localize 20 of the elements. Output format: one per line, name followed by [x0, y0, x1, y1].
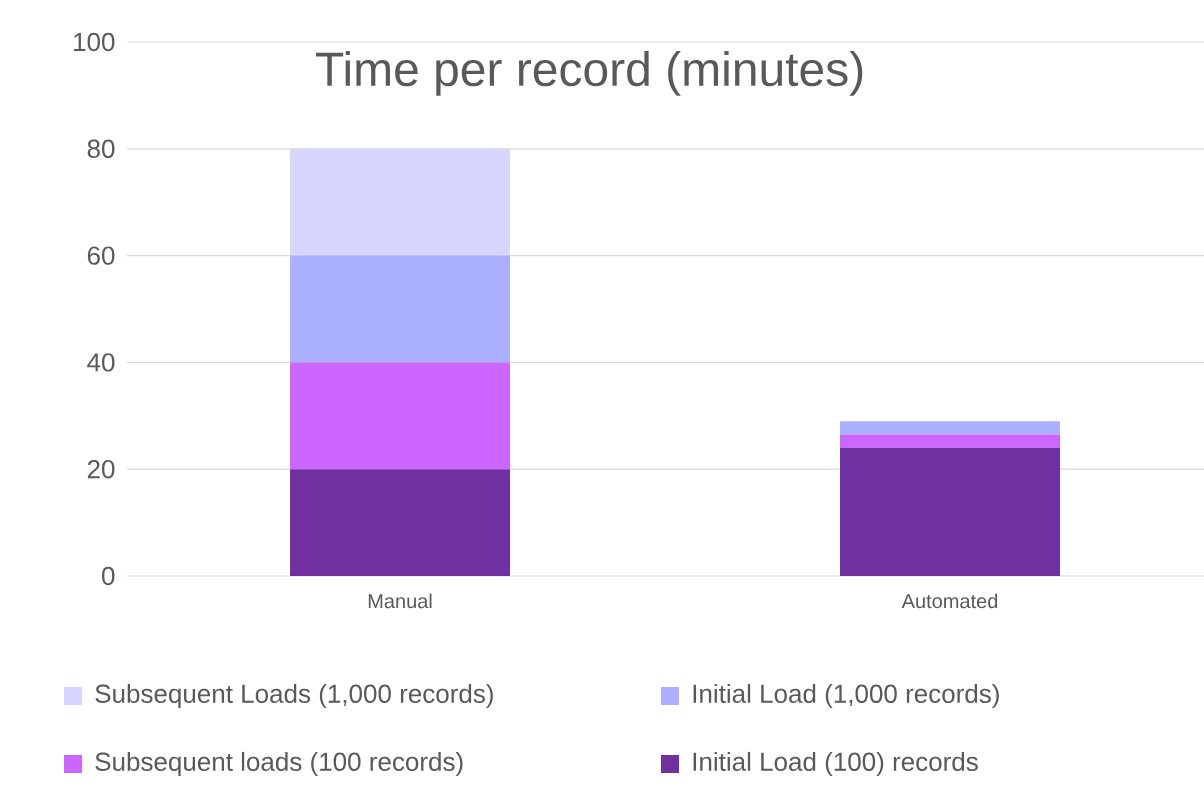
y-tick-label: 0: [102, 566, 115, 586]
chart-title: Time per record (minutes): [316, 51, 863, 96]
legend-label: Initial Load (100) records: [693, 751, 978, 777]
legend-label: Subsequent Loads (1,000 records): [95, 683, 493, 709]
bar: [290, 148, 511, 256]
bar: [840, 434, 1061, 448]
bar: [290, 362, 511, 470]
y-tick-label: 20: [87, 459, 115, 479]
bar: [840, 447, 1061, 576]
legend-label: Subsequent loads (100 records): [95, 751, 463, 777]
y-tick-label: 60: [87, 246, 115, 265]
legend-label: Initial Load (1,000 records): [693, 683, 999, 709]
x-tick-label: Automated: [901, 593, 998, 609]
y-tick-label: 40: [87, 353, 115, 372]
y-tick-label: 100: [74, 32, 115, 52]
bar: [290, 469, 511, 576]
bar: [840, 421, 1061, 435]
x-tick-label: Manual: [368, 593, 432, 609]
y-tick-label: 80: [87, 139, 115, 158]
bar: [290, 255, 511, 363]
